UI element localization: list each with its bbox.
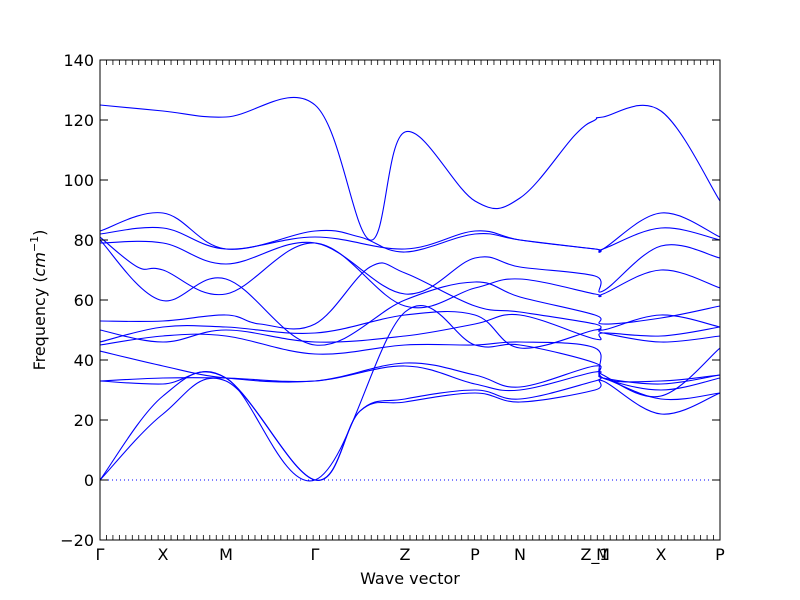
y-tick-label: 60 [74, 291, 94, 310]
x-tick-label: M [596, 545, 610, 564]
y-axis-label-main: Frequency ( [30, 276, 49, 370]
y-tick-label: 100 [63, 171, 94, 190]
phonon-branch-11 [100, 350, 720, 391]
phonon-branch-4 [100, 240, 720, 295]
y-tick-label: 140 [63, 51, 94, 70]
phonon-branch-6 [100, 239, 720, 346]
phonon-branch-2 [100, 212, 720, 253]
y-tick-label: 40 [74, 351, 94, 370]
x-tick-label: Z_1 [580, 545, 609, 565]
x-tick-label: P [715, 545, 725, 564]
phonon-branch-3 [100, 226, 720, 252]
y-tick-label: 80 [74, 231, 94, 250]
y-axis-label-unit: cm [30, 252, 49, 276]
x-tick-label: N [514, 545, 526, 564]
y-axis-label: Frequency (cm−1) [28, 230, 49, 371]
phonon-branch-14 [100, 377, 720, 481]
y-tick-label: −20 [60, 531, 94, 550]
phonon-branch-9 [100, 310, 720, 349]
x-tick-label: Γ [311, 545, 320, 564]
x-axis-label: Wave vector [360, 569, 460, 588]
y-axis-label-close: ) [30, 230, 49, 236]
x-tick-label: M [219, 545, 233, 564]
phonon-branch-8 [100, 313, 720, 343]
phonon-branch-7 [100, 262, 720, 331]
y-tick-label: 20 [74, 411, 94, 430]
x-tick-label: Γ [96, 545, 105, 564]
x-tick-label: P [470, 545, 480, 564]
phonon-branch-1 [100, 96, 720, 241]
x-tick-label: X [655, 545, 666, 564]
y-tick-label: 0 [84, 471, 94, 490]
phonon-branch-5 [100, 236, 720, 309]
phonon-branch-15 [100, 304, 720, 482]
y-axis-label-exp: −1 [28, 236, 41, 252]
x-tick-label: X [158, 545, 169, 564]
y-tick-label: 120 [63, 111, 94, 130]
phonon-branch-13 [100, 371, 720, 481]
plot-area [100, 96, 720, 482]
x-tick-label: Z [399, 545, 410, 564]
